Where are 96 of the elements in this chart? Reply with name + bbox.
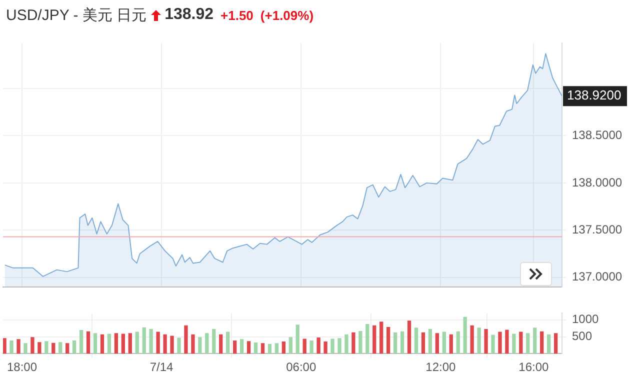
chart-title: USD/JPY - 美元 日元: [6, 6, 147, 24]
bar: [30, 337, 34, 354]
x-tick-label: 06:00: [286, 360, 316, 374]
bar: [330, 338, 334, 354]
bar: [66, 343, 70, 354]
bar: [79, 330, 84, 354]
bar: [184, 325, 188, 354]
bar: [491, 334, 495, 354]
y-tick-label: 500: [572, 329, 592, 344]
bar: [435, 333, 440, 354]
text: +1.50: [220, 8, 254, 22]
bar: [226, 332, 230, 354]
bar: [198, 337, 202, 354]
bar: [296, 324, 300, 354]
bar: [163, 334, 167, 354]
bar: [240, 339, 244, 354]
bar: [38, 342, 42, 354]
bar: [540, 331, 544, 354]
bar: [10, 340, 14, 354]
bar: [414, 328, 418, 354]
bar: [449, 334, 453, 354]
bar: [72, 340, 76, 354]
bar: [282, 341, 286, 354]
bar: [358, 331, 362, 354]
bar: [344, 334, 348, 354]
bar: [232, 340, 237, 354]
bar: [219, 334, 223, 354]
bar: [526, 333, 530, 354]
x-tick-label: 16:00: [518, 360, 550, 374]
y-tick-label: 138.5000: [572, 128, 622, 142]
bar: [380, 322, 384, 354]
bar: [477, 328, 481, 354]
bar: [470, 325, 474, 354]
bar: [170, 336, 174, 354]
y-tick-label: 138.0000: [572, 175, 622, 190]
x-tick-label: 18:00: [6, 360, 38, 374]
bar: [58, 342, 62, 354]
bar: [121, 334, 126, 354]
bar: [246, 341, 251, 354]
y-tick-label: 137.5000: [572, 222, 622, 236]
text: 138.92: [164, 6, 214, 24]
x-tick-label: 7/14: [150, 360, 174, 374]
bar: [16, 339, 20, 354]
bar: [407, 320, 412, 354]
bar: [519, 332, 523, 354]
bar: [352, 332, 356, 354]
bar: [463, 316, 467, 354]
bar: [260, 343, 265, 354]
bar: [400, 331, 404, 354]
bar: [149, 329, 153, 354]
bar: [302, 338, 306, 354]
y-tick-label: 137.0000: [572, 270, 622, 284]
bar: [316, 337, 320, 354]
bar: [393, 332, 398, 354]
bar: [3, 338, 6, 354]
bar: [268, 344, 272, 354]
y-tick-label: 1000: [572, 312, 600, 326]
bar: [310, 340, 314, 354]
bar: [24, 343, 28, 354]
bar: [366, 324, 370, 354]
x-tick-label: 12:00: [426, 360, 456, 374]
bar: [498, 332, 502, 354]
bar: [421, 332, 426, 354]
bar: [128, 333, 132, 354]
bar: [546, 334, 551, 354]
bar: [386, 327, 390, 354]
bar: [505, 330, 509, 354]
bar: [205, 333, 209, 354]
bar: [554, 333, 558, 354]
bar: [533, 328, 537, 354]
bar: [338, 338, 342, 354]
bar: [254, 342, 258, 354]
bar: [442, 332, 446, 354]
bar: [512, 334, 516, 354]
bar: [274, 343, 279, 354]
bar: [191, 334, 195, 354]
bar: [114, 333, 118, 354]
text: (+1.09%): [260, 8, 314, 22]
bar: [484, 329, 488, 354]
bar: [428, 329, 432, 354]
bar: [44, 341, 48, 354]
bar: [288, 337, 292, 354]
bar: [456, 331, 460, 354]
bar: [324, 341, 328, 354]
bar: [372, 325, 376, 354]
bar: [177, 338, 181, 354]
bar: [135, 332, 139, 354]
bar: [156, 332, 160, 354]
bar: [212, 329, 216, 354]
bar: [93, 333, 98, 354]
annotation: 138.9200: [567, 88, 622, 103]
bar: [107, 334, 112, 354]
bar: [100, 334, 104, 354]
bar: [86, 331, 90, 354]
bar: [52, 342, 56, 354]
bar: [142, 327, 146, 354]
